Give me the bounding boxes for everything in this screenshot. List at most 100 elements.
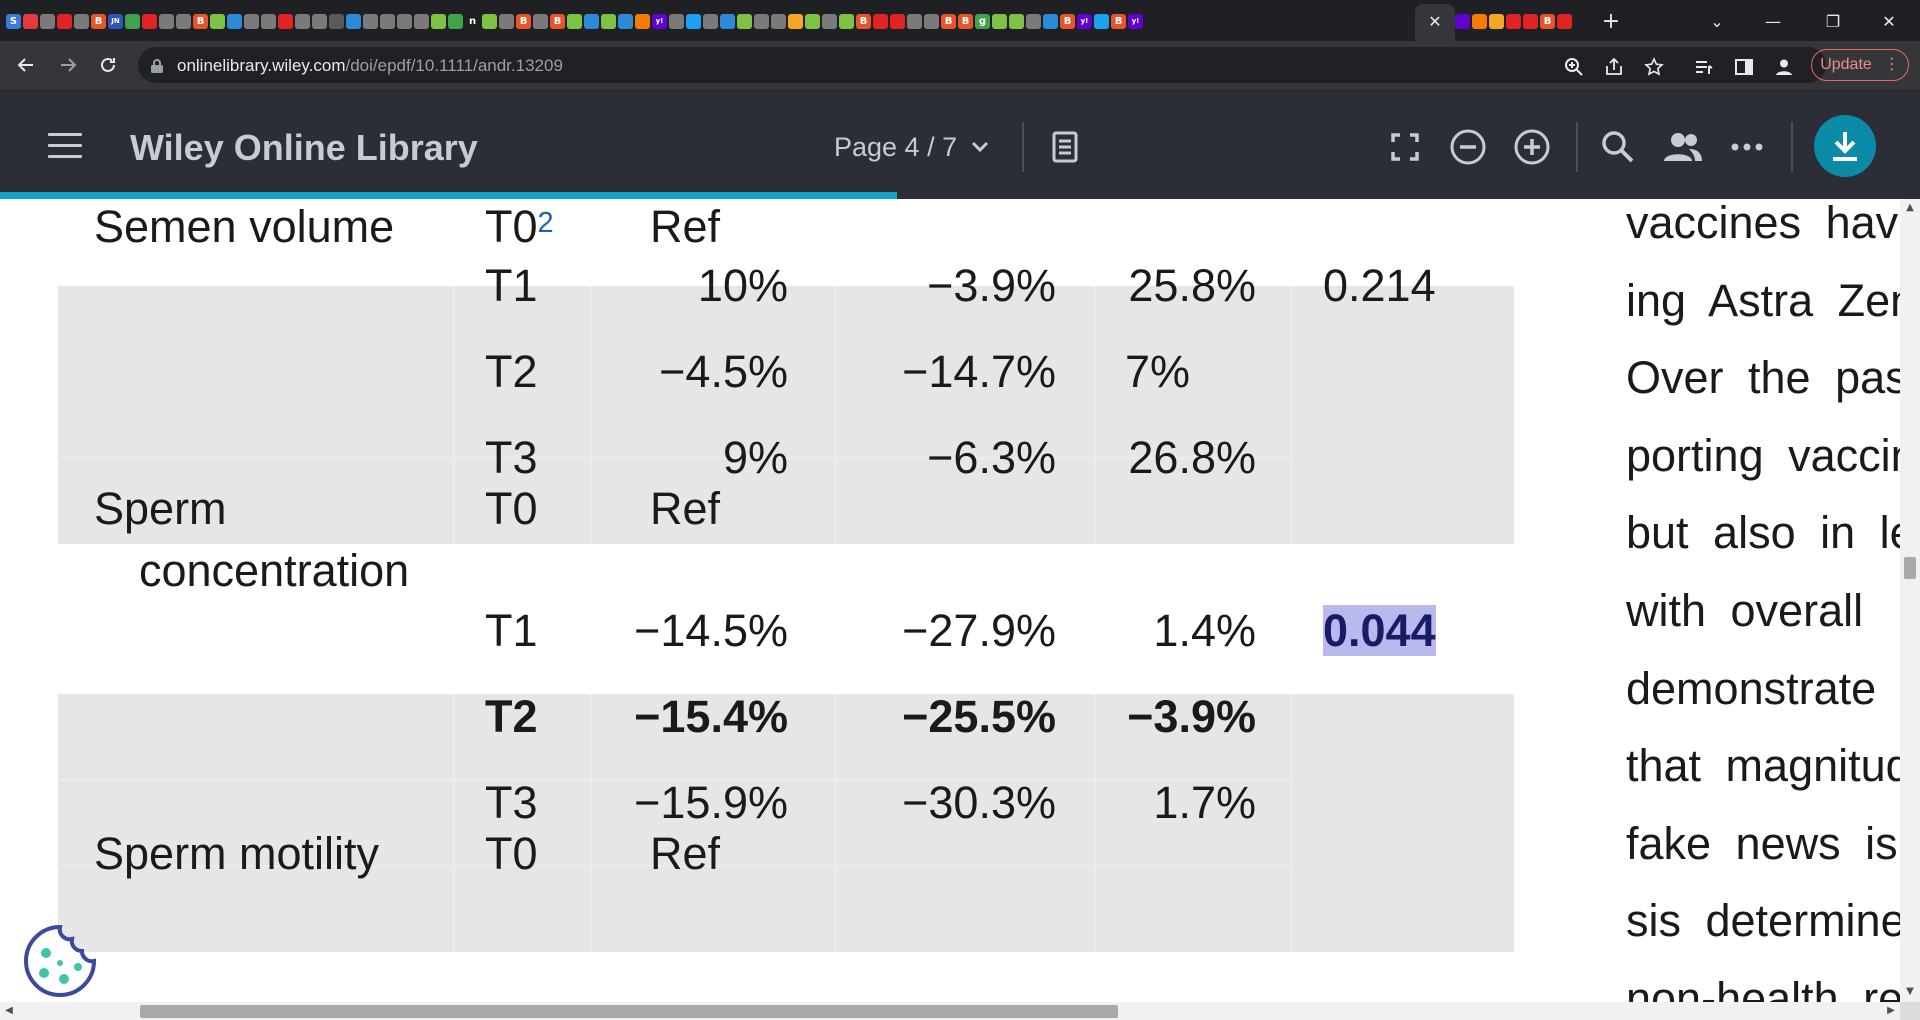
tab-favicon[interactable] [74, 13, 89, 29]
tab-favicon[interactable]: n [465, 13, 480, 29]
tab-favicon[interactable] [788, 13, 803, 29]
cookie-settings-icon[interactable] [22, 923, 98, 999]
tab-favicon[interactable] [1043, 13, 1058, 29]
tab-favicon[interactable] [1009, 13, 1024, 29]
horizontal-scrollbar[interactable]: ◀ ▶ [0, 1002, 1900, 1020]
tab-favicon[interactable] [397, 13, 412, 29]
tab-favicon[interactable] [176, 13, 191, 29]
minimize-icon[interactable]: — [1765, 11, 1781, 31]
tab-favicon[interactable] [669, 13, 684, 29]
restore-icon[interactable]: ❐ [1825, 11, 1841, 31]
tab-favicon[interactable] [805, 13, 820, 29]
tab-favicon[interactable] [210, 13, 225, 29]
tab-favicon[interactable] [1557, 13, 1572, 29]
tab-favicon[interactable] [1523, 13, 1538, 29]
close-tab-icon[interactable]: ✕ [1428, 11, 1442, 31]
reading-list-icon[interactable] [1694, 57, 1714, 77]
tab-favicon[interactable] [278, 13, 293, 29]
tab-favicon[interactable] [40, 13, 55, 29]
tab-favicon[interactable] [754, 13, 769, 29]
tab-favicon[interactable] [533, 13, 548, 29]
tab-favicon[interactable] [771, 13, 786, 29]
tab-favicon[interactable]: B [550, 13, 565, 29]
tab-favicon[interactable]: B [856, 13, 871, 29]
footnote-link[interactable]: 2 [537, 207, 554, 239]
tab-favicon[interactable] [1489, 13, 1504, 29]
tab-favicon[interactable] [125, 13, 140, 29]
highlighted-p-value[interactable]: 0.044 [1323, 605, 1436, 656]
tab-favicon[interactable] [618, 13, 633, 29]
tab-favicon[interactable] [907, 13, 922, 29]
tab-favicon[interactable]: B [91, 13, 106, 29]
page-selector[interactable]: Page 4 / 7 [834, 131, 989, 163]
tab-favicon[interactable] [142, 13, 157, 29]
reload-icon[interactable] [94, 51, 122, 79]
tab-favicon[interactable] [992, 13, 1007, 29]
menu-icon[interactable] [48, 133, 82, 159]
scroll-right-icon[interactable]: ▶ [1887, 1005, 1895, 1016]
tab-favicon[interactable] [890, 13, 905, 29]
tab-favicon[interactable]: B [1111, 13, 1126, 29]
tab-favicon[interactable] [312, 13, 327, 29]
close-window-icon[interactable]: ✕ [1882, 11, 1896, 31]
tab-favicon[interactable]: B [941, 13, 956, 29]
tab-favicon[interactable] [414, 13, 429, 29]
scroll-down-icon[interactable]: ▼ [1906, 986, 1914, 997]
tab-favicon[interactable] [57, 13, 72, 29]
tab-favicon[interactable] [686, 13, 701, 29]
tab-favicon[interactable] [380, 13, 395, 29]
pdf-page[interactable]: Semen volume T02 Ref T1 10% −3.9% 25.8% 0.214 T2… [0, 199, 1900, 1002]
tab-favicon[interactable] [159, 13, 174, 29]
tab-favicon[interactable] [822, 13, 837, 29]
more-options-icon[interactable] [1725, 125, 1769, 169]
address-bar[interactable] [138, 47, 1826, 83]
tab-favicon[interactable]: g [975, 13, 990, 29]
tab-favicon[interactable]: B [193, 13, 208, 29]
scroll-up-icon[interactable]: ▲ [1906, 202, 1914, 213]
tab-favicon[interactable] [482, 13, 497, 29]
tab-favicon[interactable] [567, 13, 582, 29]
tab-favicon[interactable]: y! [652, 13, 667, 29]
tab-favicon[interactable] [1026, 13, 1041, 29]
tab-favicon[interactable] [924, 13, 939, 29]
vertical-scrollbar[interactable]: ▲ ▼ [1900, 199, 1920, 1002]
tab-favicon[interactable] [839, 13, 854, 29]
tab-favicon[interactable] [499, 13, 514, 29]
update-button[interactable]: Update ⋮ [1811, 49, 1909, 81]
tab-favicon[interactable] [1506, 13, 1521, 29]
tab-favicon[interactable] [584, 13, 599, 29]
zoom-out-icon[interactable] [1446, 125, 1490, 169]
horizontal-scroll-thumb[interactable] [140, 1005, 1118, 1018]
tab-favicon[interactable]: S [6, 13, 21, 29]
side-panel-icon[interactable] [1734, 57, 1754, 77]
fullscreen-icon[interactable] [1383, 125, 1427, 169]
tab-favicon[interactable] [737, 13, 752, 29]
tab-favicon[interactable]: B [1540, 13, 1555, 29]
active-tab[interactable] [1415, 4, 1455, 41]
new-tab-button[interactable]: + [1601, 8, 1621, 34]
tab-favicon[interactable] [601, 13, 616, 29]
scroll-left-icon[interactable]: ◀ [5, 1005, 13, 1016]
tab-favicon[interactable] [1094, 13, 1109, 29]
tab-favicon[interactable] [329, 13, 344, 29]
tab-favicon[interactable] [295, 13, 310, 29]
tab-favicon[interactable]: JN [108, 13, 123, 29]
tab-favicon[interactable] [23, 13, 38, 29]
tab-favicon[interactable] [873, 13, 888, 29]
document-outline-icon[interactable] [1043, 125, 1087, 169]
tab-favicon[interactable] [703, 13, 718, 29]
vertical-scroll-thumb[interactable] [1904, 557, 1916, 579]
search-icon[interactable] [1596, 125, 1640, 169]
tab-favicon[interactable] [227, 13, 242, 29]
tab-favicon[interactable]: B [516, 13, 531, 29]
tab-favicon[interactable] [346, 13, 361, 29]
tab-favicon[interactable] [244, 13, 259, 29]
tab-search-icon[interactable]: ⌄ [1710, 11, 1724, 31]
tab-favicon[interactable] [363, 13, 378, 29]
share-users-icon[interactable] [1661, 125, 1705, 169]
tab-favicon[interactable]: B [1060, 13, 1075, 29]
tab-favicon[interactable] [635, 13, 650, 29]
tab-favicon[interactable] [431, 13, 446, 29]
bookmark-star-icon[interactable] [1644, 57, 1664, 77]
zoom-in-icon[interactable] [1510, 125, 1554, 169]
